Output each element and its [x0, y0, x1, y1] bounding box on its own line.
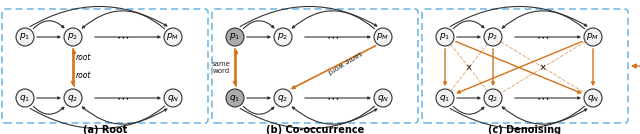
Circle shape [164, 28, 182, 46]
Circle shape [484, 28, 502, 46]
Circle shape [374, 28, 392, 46]
Circle shape [484, 89, 502, 107]
Text: root: root [76, 53, 92, 62]
Circle shape [436, 89, 454, 107]
Text: $\times$: $\times$ [465, 63, 473, 72]
Text: $p_1$: $p_1$ [229, 31, 241, 42]
Text: $q_N$: $q_N$ [377, 92, 389, 103]
Text: $p_2$: $p_2$ [67, 31, 79, 42]
Text: (c) Denoising: (c) Denoising [488, 125, 561, 134]
Circle shape [584, 89, 602, 107]
Text: $p_2$: $p_2$ [488, 31, 499, 42]
Text: $q_1$: $q_1$ [229, 92, 241, 103]
Text: $\times$: $\times$ [540, 63, 547, 72]
Text: $\cdots$: $\cdots$ [116, 31, 129, 44]
Text: $\cdots$: $\cdots$ [326, 31, 340, 44]
Circle shape [274, 28, 292, 46]
Circle shape [226, 28, 244, 46]
Text: $q_2$: $q_2$ [278, 92, 289, 103]
Text: root: root [76, 71, 92, 80]
Text: $\cdots$: $\cdots$ [536, 92, 550, 105]
Text: $p_M$: $p_M$ [586, 31, 600, 42]
Text: $q_N$: $q_N$ [167, 92, 179, 103]
Circle shape [16, 28, 34, 46]
Circle shape [584, 28, 602, 46]
Text: $p_1$: $p_1$ [19, 31, 31, 42]
Text: $p_M$: $p_M$ [166, 31, 180, 42]
Text: $q_1$: $q_1$ [19, 92, 31, 103]
Text: $p_M$: $p_M$ [376, 31, 390, 42]
Circle shape [226, 89, 244, 107]
Text: same word: same word [327, 49, 363, 74]
Text: $p_2$: $p_2$ [277, 31, 289, 42]
Text: (a) Root: (a) Root [83, 125, 127, 134]
Text: $\cdots$: $\cdots$ [536, 31, 550, 44]
Text: same
word: same word [212, 61, 230, 74]
Text: $\times$: $\times$ [540, 63, 547, 72]
Circle shape [64, 89, 82, 107]
Circle shape [374, 89, 392, 107]
Text: $\times$: $\times$ [465, 63, 473, 72]
Circle shape [16, 89, 34, 107]
Text: $\cdots$: $\cdots$ [116, 92, 129, 105]
Circle shape [274, 89, 292, 107]
Text: $q_N$: $q_N$ [587, 92, 599, 103]
Text: $q_1$: $q_1$ [440, 92, 451, 103]
Text: $p_1$: $p_1$ [440, 31, 451, 42]
Text: $\cdots$: $\cdots$ [326, 92, 340, 105]
Text: $q_2$: $q_2$ [67, 92, 79, 103]
Text: (b) Co-occurrence: (b) Co-occurrence [266, 125, 364, 134]
Circle shape [164, 89, 182, 107]
Circle shape [436, 28, 454, 46]
Text: $q_2$: $q_2$ [488, 92, 499, 103]
Circle shape [64, 28, 82, 46]
